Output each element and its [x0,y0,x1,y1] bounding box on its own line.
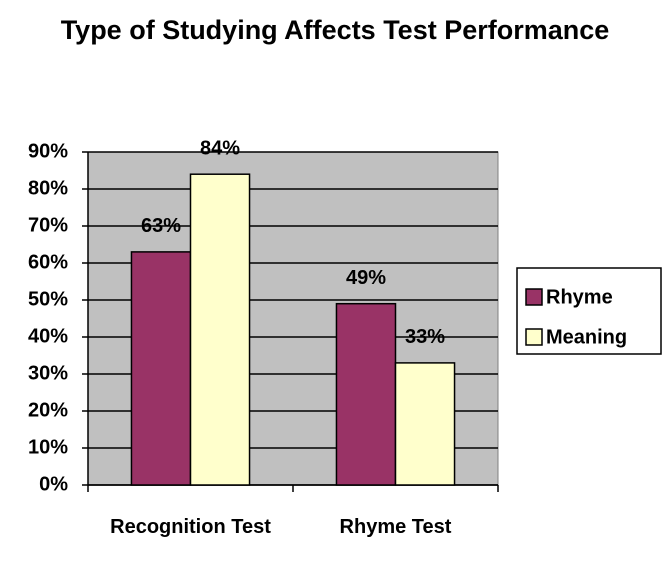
y-tick-label: 50% [28,288,68,310]
x-tick-label: Recognition Test [110,516,271,538]
bar [130,251,192,486]
y-tick-label: 70% [28,214,68,236]
data-label: 33% [405,326,445,348]
bar [335,302,397,486]
y-tick-label: 30% [28,362,68,384]
x-tick-label: Rhyme Test [339,516,452,538]
bar [189,173,251,486]
data-label: 84% [200,137,240,159]
y-tick-label: 60% [28,251,68,273]
data-label: 49% [346,267,386,289]
data-label: 63% [141,215,181,237]
legend-swatch [525,288,543,306]
y-tick-label: 40% [28,325,68,347]
y-tick-label: 20% [28,399,68,421]
legend-swatch [525,328,543,346]
y-tick-label: 90% [28,140,68,162]
chart-title: Type of Studying Affects Test Performanc… [60,15,610,45]
bar [394,362,456,486]
legend-label: Rhyme [546,286,613,308]
y-tick-label: 10% [28,436,68,458]
y-tick-label: 80% [28,177,68,199]
y-tick-label: 0% [39,473,68,495]
legend-label: Meaning [546,326,627,348]
